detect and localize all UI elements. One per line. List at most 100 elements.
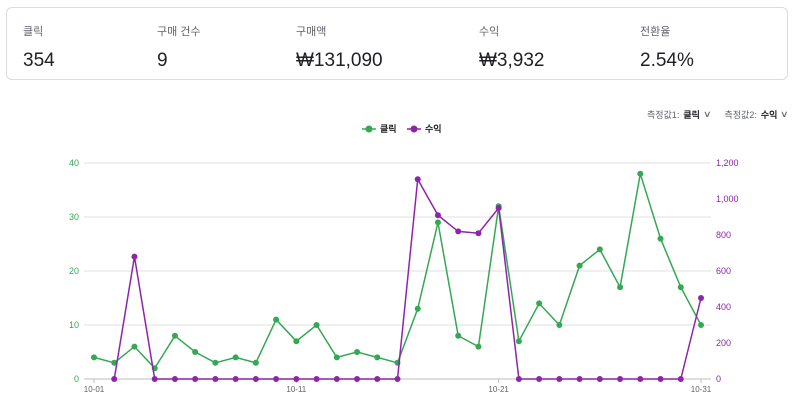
data-point [414,176,421,183]
data-point [171,332,178,339]
data-point [374,354,381,361]
data-point [414,305,421,312]
y-right-tick-label: 0 [716,374,721,384]
data-point [333,376,340,382]
y-left-tick-label: 20 [69,266,79,276]
data-point [354,349,361,355]
data-point [576,376,583,382]
y-right-tick-label: 1,200 [716,158,739,168]
data-point [596,246,603,253]
data-point [698,295,704,301]
data-point [536,376,543,382]
chevron-down-icon: ∨ [780,109,789,119]
metric1-value: 클릭 [683,110,700,120]
stat-purchases: 구매 건수 9 [157,23,201,72]
data-point [455,228,462,235]
metric-selectors: 측정값1: 클릭 ∨ 측정값2: 수익 ∨ [646,108,789,121]
data-point [171,376,178,382]
metric1-dropdown[interactable]: 측정값1: 클릭 ∨ [646,108,712,121]
stat-value: 9 [157,50,168,71]
series-lines [91,170,704,382]
data-point [212,376,219,382]
data-point [475,343,482,350]
stat-value: 354 [23,50,55,71]
data-point [232,354,239,361]
stat-label: 구매액 [296,26,327,38]
legend-label: 클릭 [380,123,397,134]
legend[interactable]: 클릭 수익 [362,123,442,134]
data-point [677,376,684,382]
data-point [131,253,138,260]
data-point [556,322,563,328]
data-point [293,338,300,345]
data-point [515,338,522,345]
legend-swatch-dot [410,125,418,133]
data-point [596,376,603,382]
data-point [212,359,219,366]
stat-label: 클릭 [23,26,44,38]
data-point [556,376,563,382]
y-right-tick-label: 800 [716,230,731,240]
data-point [434,212,441,219]
legend-swatch-dot [365,125,373,133]
data-point [131,343,138,350]
data-point [313,376,320,382]
stat-clicks: 클릭 354 [23,23,55,72]
data-point [91,354,97,361]
data-point [293,376,300,382]
data-point [637,170,644,177]
metric2-label: 측정값2: [724,110,757,120]
data-point [192,349,199,355]
data-point [677,284,684,291]
x-tick-label: 10-01 [84,385,105,394]
data-point [394,376,401,382]
y-left-tick-label: 10 [69,320,79,330]
stat-value: ₩131,090 [296,50,383,71]
metric2-value: 수익 [760,110,778,120]
data-point [192,376,199,382]
stat-conversion-rate: 전환율 2.54% [640,23,694,72]
data-point [475,230,482,237]
data-point [232,376,239,382]
stat-purchase-amount: 구매액 ₩131,090 [296,23,383,72]
data-point [657,235,664,242]
y-right-tick-label: 400 [716,302,731,312]
metric1-label: 측정값1: [646,110,680,120]
stat-label: 구매 건수 [157,26,201,38]
y-right-tick-label: 200 [716,338,731,348]
x-tick-label: 10-31 [691,385,712,394]
data-point [455,332,462,339]
legend-label: 수익 [425,123,442,134]
stat-label: 전환율 [640,26,671,38]
data-point [698,322,704,328]
y-left-tick-label: 0 [74,374,79,384]
data-point [576,262,583,269]
data-point [617,376,624,382]
stat-label: 수익 [479,26,500,38]
gridlines [84,162,711,380]
y-right-tick-label: 1,000 [716,194,739,204]
data-point [273,316,280,323]
data-point [374,376,381,382]
data-point [252,376,259,382]
stat-value: ₩3,932 [479,50,545,71]
data-point [354,376,361,382]
data-point [657,376,664,382]
data-point [111,359,118,366]
metric2-dropdown[interactable]: 측정값2: 수익 ∨ [724,108,789,121]
data-point [495,205,502,211]
data-point [111,376,118,382]
x-tick-label: 10-11 [286,385,306,394]
stat-revenue: 수익 ₩3,932 [479,23,544,72]
data-point [151,376,158,382]
y-left-tick-label: 40 [69,158,79,168]
stat-value: 2.54% [640,50,694,71]
series-line-1 [113,176,702,380]
data-point [273,376,280,382]
chevron-down-icon: ∨ [702,109,712,119]
y-right-tick-label: 600 [716,266,731,276]
data-point [637,376,644,382]
data-point [434,219,441,226]
